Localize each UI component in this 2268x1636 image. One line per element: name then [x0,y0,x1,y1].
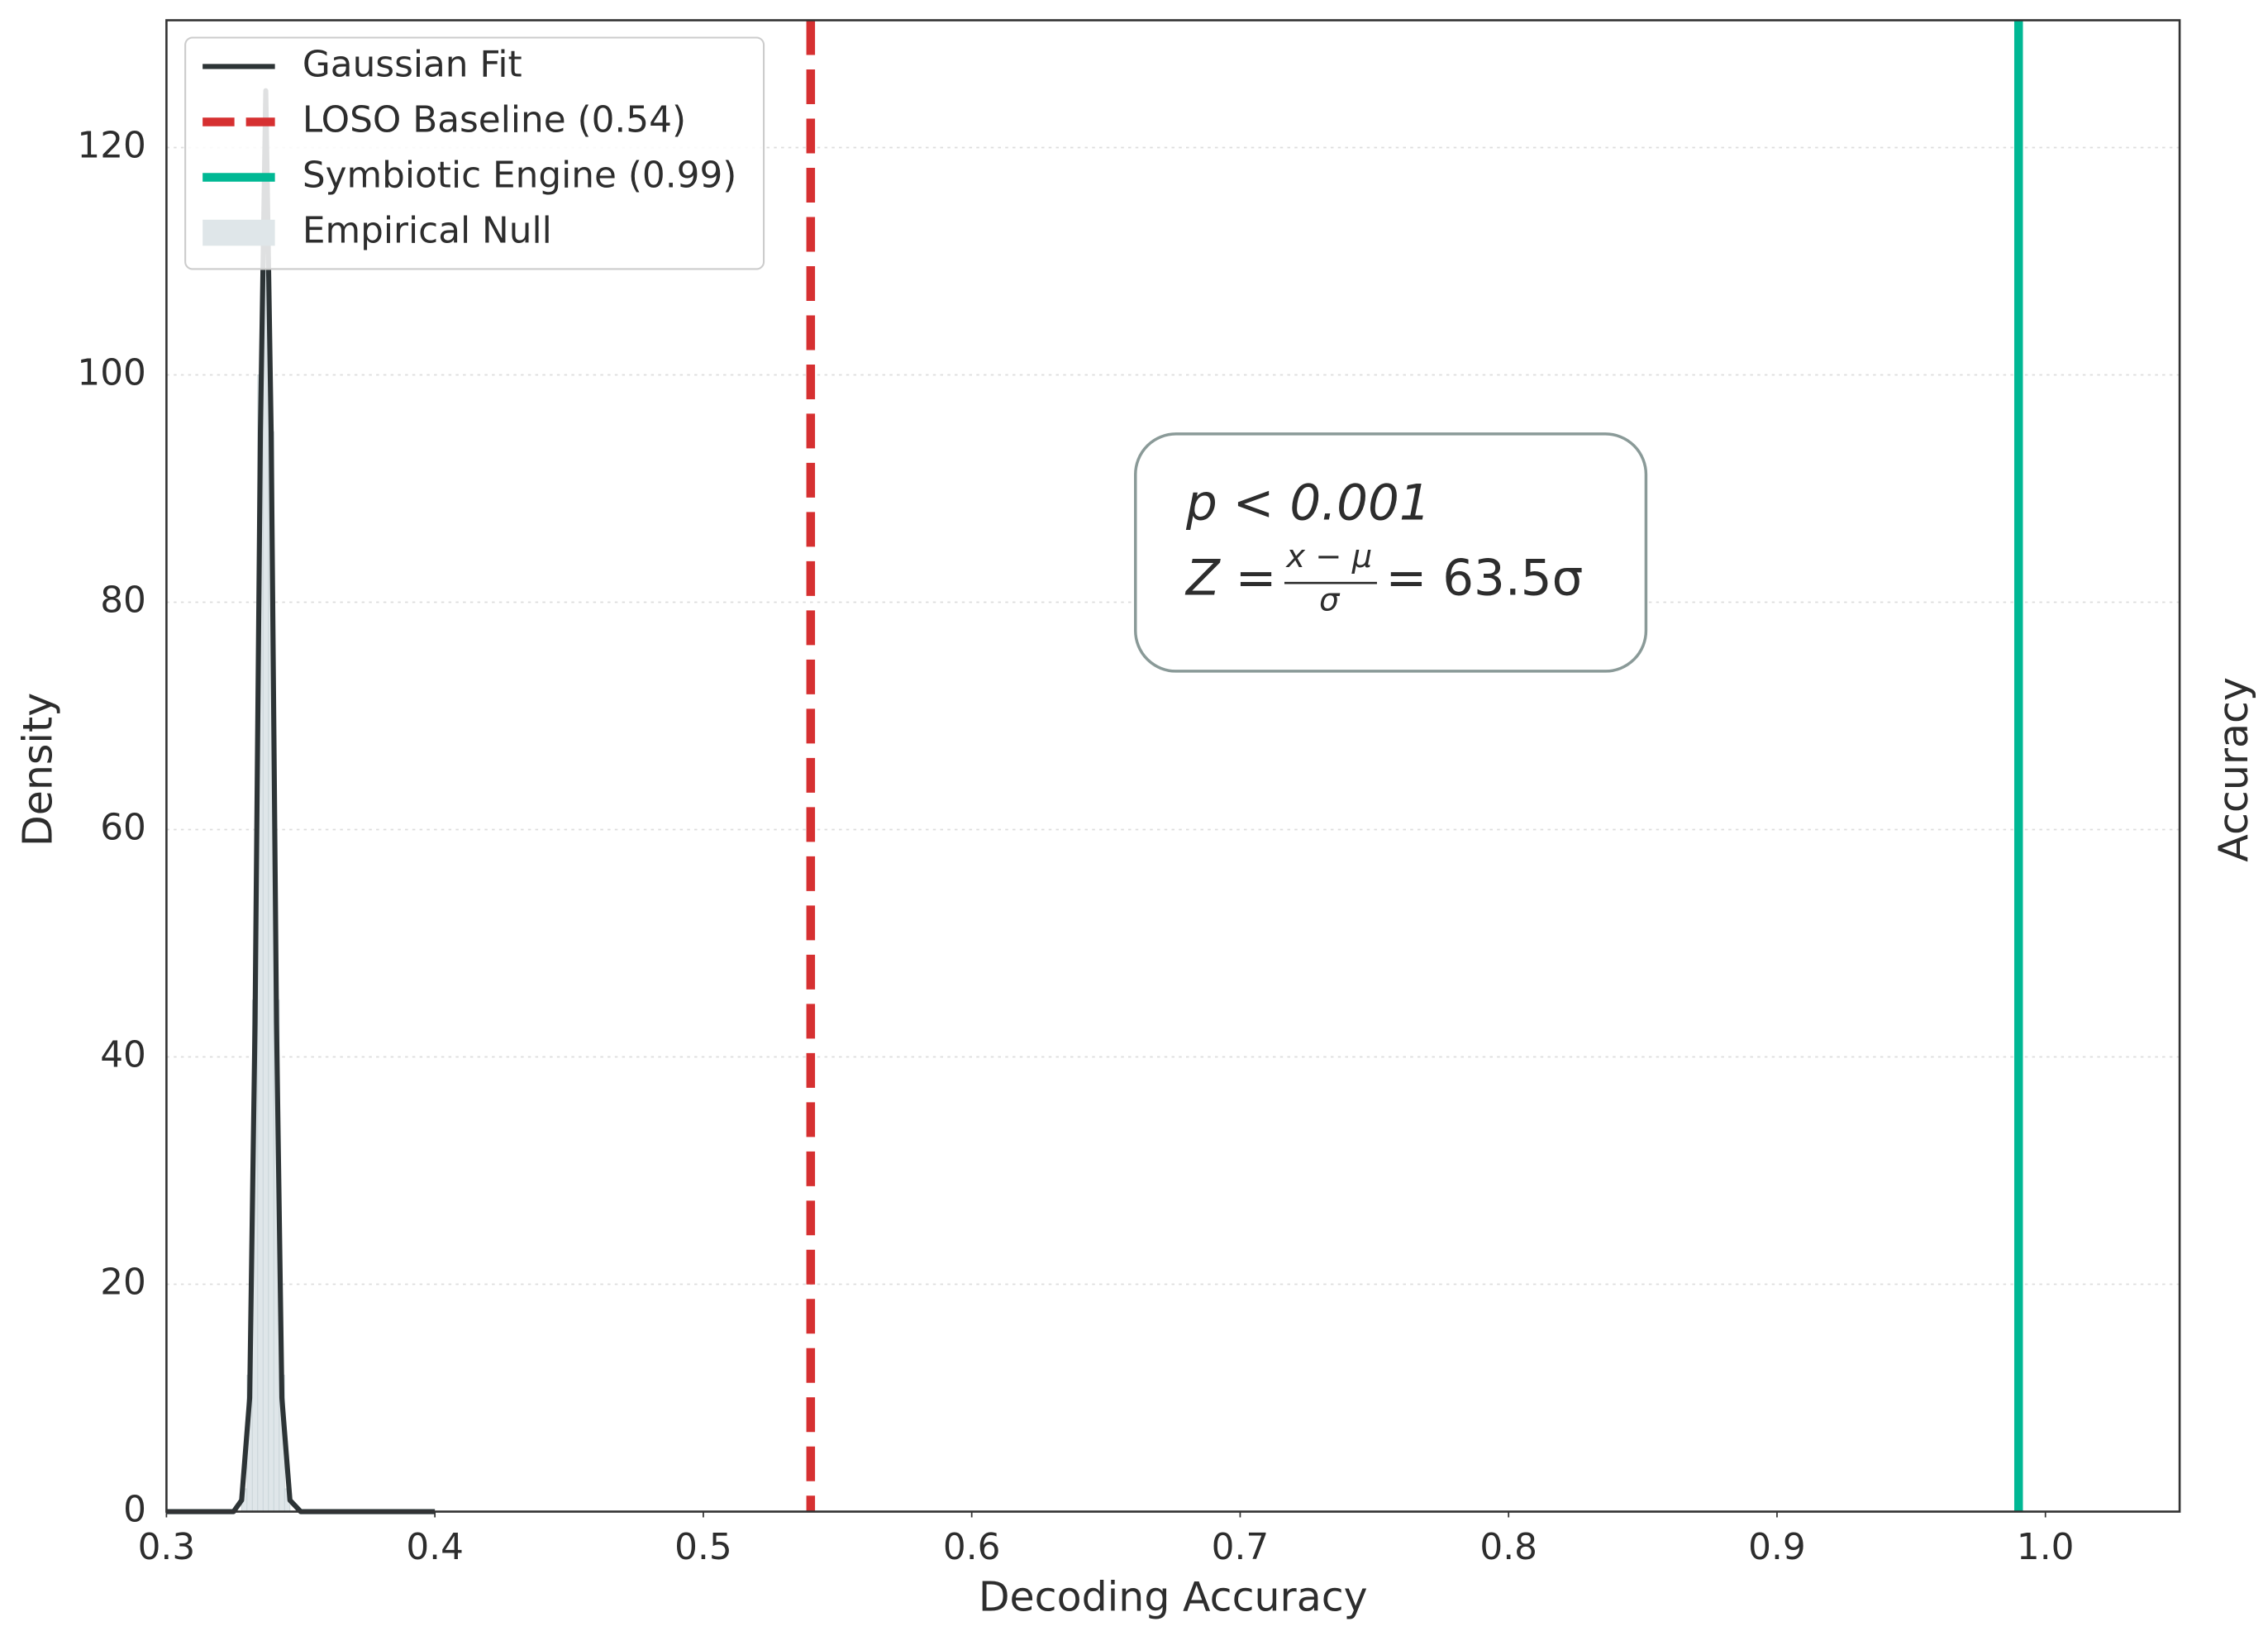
marks [166,20,2023,1514]
x-tick-label: 0.5 [674,1526,732,1568]
x-tick-label: 0.3 [138,1526,196,1568]
x-tick-label: 0.7 [1212,1526,1270,1568]
legend-label: Empirical Null [303,210,552,252]
annotation-box [1134,432,1648,673]
y-tick-label: 20 [100,1262,146,1304]
x-axis-label: Decoding Accuracy [979,1574,1368,1621]
y-axis-label: Density [15,693,62,847]
x-tick-label: 0.4 [406,1526,464,1568]
annotation-result: = 63.5σ [1385,551,1583,608]
y-tick-label: 40 [100,1034,146,1076]
y-tick-label: 80 [100,580,146,622]
annotation-z: Z = [1184,551,1277,608]
annotation: p < 0.001 Z = x − μ σ = 63.5σ [1134,432,1648,673]
y-tick-label: 100 [77,352,145,394]
legend-label: LOSO Baseline (0.54) [303,99,686,141]
legend-swatch [202,219,275,246]
y-tick-label: 120 [77,124,145,166]
y-tick-label: 0 [123,1489,146,1531]
legend-label: Gaussian Fit [303,43,522,85]
x-tick-label: 0.9 [1748,1526,1806,1568]
annotation-numerator: x − μ [1285,538,1372,575]
legend-label: Symbiotic Engine (0.99) [303,155,736,197]
annotation-line: p < 0.001 [1185,475,1431,532]
legend-box [184,36,765,270]
annotation-denominator: σ [1319,581,1341,618]
x-tick-label: 1.0 [2017,1526,2075,1568]
x-tick-label: 0.8 [1479,1526,1537,1568]
x-tick-label: 0.6 [943,1526,1001,1568]
legend: Gaussian Fit LOSO Baseline (0.54) Symbioti… [184,36,765,270]
y-tick-label: 60 [100,807,146,849]
y2-axis-label: Accuracy [2210,677,2257,862]
plot-frame [165,19,2181,1513]
